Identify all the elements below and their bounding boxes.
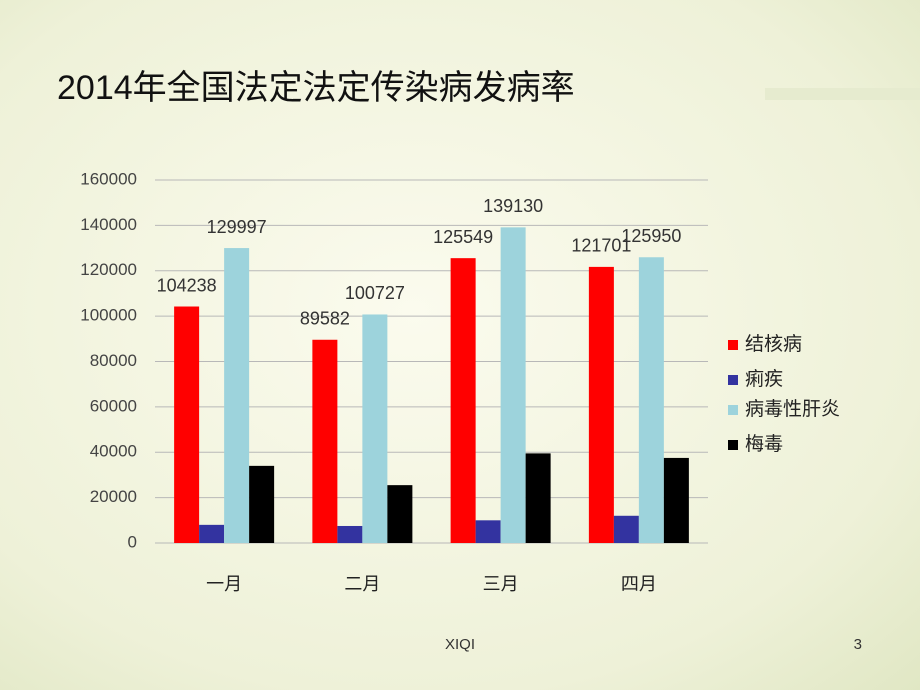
bar xyxy=(613,515,639,543)
legend-label: 梅毒 xyxy=(745,433,783,455)
bar xyxy=(475,520,501,543)
legend-swatch xyxy=(728,375,738,385)
y-tick-label: 120000 xyxy=(80,260,137,279)
bar xyxy=(312,339,338,543)
value-label: 104238 xyxy=(157,275,217,295)
value-label: 125549 xyxy=(433,227,493,247)
value-label: 125950 xyxy=(621,226,681,246)
legend-swatch xyxy=(728,440,738,450)
y-tick-label: 160000 xyxy=(80,169,137,188)
legend-swatch xyxy=(728,405,738,415)
chart-title: 2014年全国法定法定传染病发病率 xyxy=(57,69,575,107)
legend-label: 痢疾 xyxy=(745,368,783,390)
bar xyxy=(362,314,388,543)
bar xyxy=(638,257,664,543)
x-tick-label: 二月 xyxy=(344,574,380,594)
x-tick-label: 一月 xyxy=(206,574,242,594)
value-label: 89582 xyxy=(300,309,350,329)
bar xyxy=(249,465,275,543)
bar xyxy=(663,457,689,543)
y-tick-label: 60000 xyxy=(90,396,137,415)
page-number: 3 xyxy=(854,636,862,653)
y-tick-label: 0 xyxy=(128,532,137,551)
y-tick-label: 40000 xyxy=(90,442,137,461)
value-label: 121701 xyxy=(571,236,631,256)
footer: XIQI xyxy=(445,636,475,653)
legend-label: 病毒性肝炎 xyxy=(745,398,840,420)
x-tick-label: 四月 xyxy=(621,574,657,594)
legend-swatch xyxy=(728,340,738,350)
y-tick-label: 20000 xyxy=(90,487,137,506)
y-tick-label: 100000 xyxy=(80,306,137,325)
legend-label: 结核病 xyxy=(745,333,802,355)
value-label: 129997 xyxy=(207,217,267,237)
y-tick-label: 140000 xyxy=(80,215,137,234)
bar xyxy=(387,485,413,543)
bar xyxy=(224,248,250,543)
decor-band xyxy=(765,88,920,100)
bar xyxy=(450,258,476,543)
bar xyxy=(500,227,526,543)
bar xyxy=(525,453,551,543)
value-label: 139130 xyxy=(483,196,543,216)
bar xyxy=(337,525,363,543)
value-label: 100727 xyxy=(345,283,405,303)
y-tick-label: 80000 xyxy=(90,351,137,370)
x-tick-label: 三月 xyxy=(483,574,519,594)
bar xyxy=(174,306,200,543)
bar xyxy=(199,524,225,543)
bar xyxy=(588,266,614,543)
